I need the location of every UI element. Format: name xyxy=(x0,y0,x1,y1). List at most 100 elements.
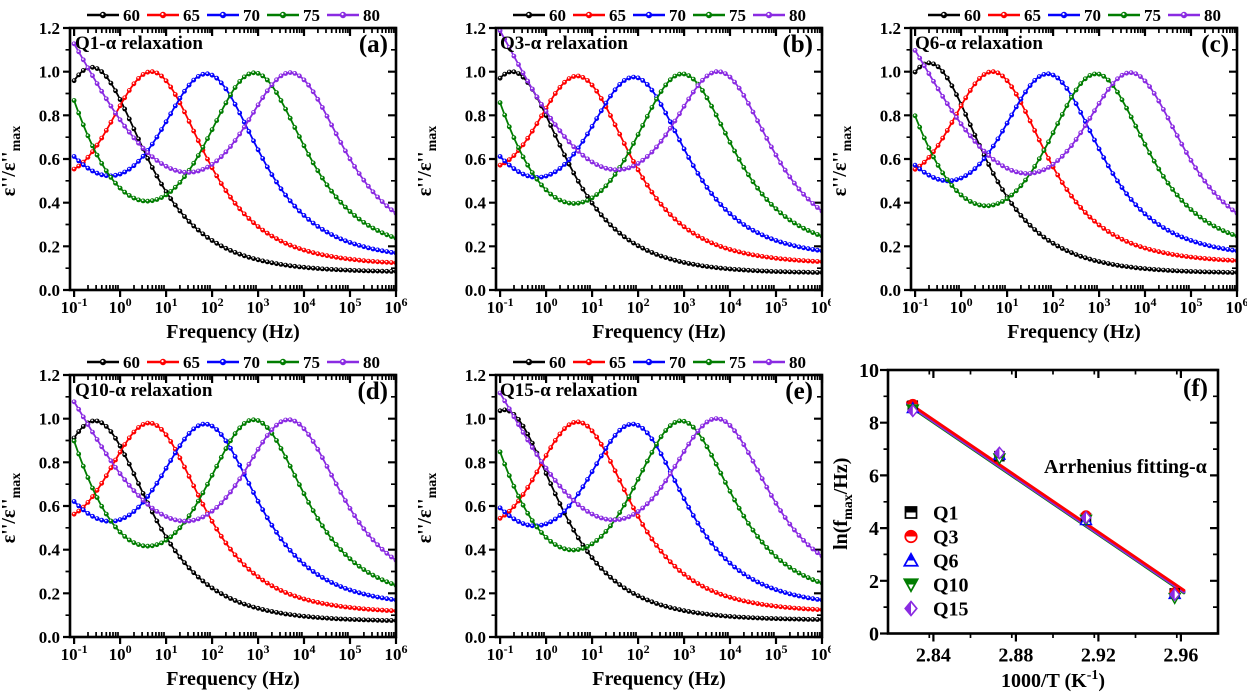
y-tick-label: 1.2 xyxy=(464,19,485,38)
minor-ticks xyxy=(491,28,822,290)
y-axis-title: ε''/ε''max xyxy=(0,472,24,543)
legend-label-65: 65 xyxy=(609,6,626,25)
x-axis-title: 1000/T (K-1) xyxy=(1001,668,1105,692)
x-tick-label: 100 xyxy=(534,295,557,317)
marker-circle xyxy=(904,529,918,543)
y-tick-label: 1.0 xyxy=(464,63,485,82)
y-tick-label: 0.2 xyxy=(464,584,485,603)
y-tick-label: 4 xyxy=(869,518,879,540)
curves xyxy=(497,29,821,275)
x-tick-label: 106 xyxy=(810,642,831,664)
x-tick-label: 103 xyxy=(247,295,270,317)
y-tick-label: 0.6 xyxy=(39,150,60,169)
x-axis-title: Frequency (Hz) xyxy=(1007,321,1141,343)
y-tick-label: 1.0 xyxy=(464,409,485,428)
plot-frame xyxy=(494,373,823,638)
minor-ticks xyxy=(883,369,1218,638)
minor-ticks xyxy=(65,374,396,637)
y-axis-title: ε''/ε''max xyxy=(416,126,440,197)
y-tick-label: 6 xyxy=(869,465,879,487)
legend-label-80: 80 xyxy=(363,353,380,372)
x-tick-label: 10-1 xyxy=(61,642,88,664)
series-65 xyxy=(71,69,395,265)
panel-a-label: (a) xyxy=(358,31,388,58)
plot-frame xyxy=(494,26,823,292)
y-tick-label: 0.2 xyxy=(39,237,60,256)
x-tick-label: 100 xyxy=(950,295,973,317)
x-tick-label: 104 xyxy=(718,642,741,664)
y-tick-label: 0.0 xyxy=(464,628,485,647)
x-tick-label: 105 xyxy=(764,642,787,664)
marker-square xyxy=(904,505,918,519)
x-tick-label: 102 xyxy=(201,295,224,317)
y-tick-label: 0.4 xyxy=(464,194,486,213)
x-tick-label: 10-1 xyxy=(486,295,513,317)
panel-f: 2.84 2.88 2.92 2.96 0 2 4 6 8 10 Q1 Q3 Q6 Q10 Q15 1000/… xyxy=(831,347,1247,693)
temperature-legend: 60 65 70 75 80 xyxy=(87,6,380,25)
x-tick-label: 101 xyxy=(580,642,603,664)
series-65 xyxy=(497,73,821,264)
legend-label-70: 70 xyxy=(243,353,260,372)
series-75 xyxy=(497,418,821,585)
y-tick-label: 0.4 xyxy=(39,194,61,213)
major-ticks xyxy=(63,373,398,644)
plot-frame xyxy=(68,373,398,638)
legend-label-75: 75 xyxy=(303,6,320,25)
y-tick-label: 0 xyxy=(869,623,879,645)
series-75 xyxy=(912,71,1236,239)
y-tick-label: 0.4 xyxy=(464,540,486,559)
x-tick-label: 102 xyxy=(626,642,649,664)
x-tick-label: 2.96 xyxy=(1163,644,1198,666)
y-tick-label: 0.6 xyxy=(880,150,901,169)
y-tick-label: 0.0 xyxy=(880,281,901,300)
x-tick-label: 105 xyxy=(339,295,362,317)
x-axis-title: Frequency (Hz) xyxy=(592,321,726,343)
legend-label-70: 70 xyxy=(1084,6,1101,25)
marker-diamond xyxy=(907,403,919,418)
curves xyxy=(71,41,395,274)
major-ticks xyxy=(488,373,823,644)
y-tick-label: 0.8 xyxy=(880,106,901,125)
x-tick-label: 102 xyxy=(201,642,224,664)
legend-label-60: 60 xyxy=(549,6,566,25)
series-80 xyxy=(71,398,395,562)
panel-e-title: Q15-α relaxation xyxy=(500,380,638,401)
x-tick-label: 103 xyxy=(1088,295,1111,317)
data-points xyxy=(906,398,1182,605)
y-tick-label: 1.2 xyxy=(39,366,60,385)
legend-label-70: 70 xyxy=(669,353,686,372)
x-axis-title: Frequency (Hz) xyxy=(166,321,300,343)
minor-ticks xyxy=(491,374,822,637)
y-tick-label: 0.4 xyxy=(39,540,61,559)
legend-label-60: 60 xyxy=(549,353,566,372)
panel-c: 10-1 100 101 102 103 104 105 106 0.0 0.2 0.4 0.6 0.8… xyxy=(831,0,1247,346)
panel-c-label: (c) xyxy=(1201,31,1229,58)
x-tick-label: 2.84 xyxy=(916,644,951,666)
series-65 xyxy=(912,69,1236,263)
minor-ticks xyxy=(906,28,1237,290)
curves xyxy=(71,398,395,623)
x-tick-label: 102 xyxy=(1042,295,1065,317)
x-tick-label: 2.92 xyxy=(1081,644,1116,666)
x-tick-label: 105 xyxy=(1180,295,1203,317)
x-tick-label: 100 xyxy=(109,295,132,317)
temperature-legend: 60 65 70 75 80 xyxy=(512,353,806,372)
series-80 xyxy=(71,41,395,216)
y-tick-label: 1.0 xyxy=(880,63,901,82)
series-80 xyxy=(497,390,821,558)
plot-frame xyxy=(68,26,398,292)
legend-label-75: 75 xyxy=(1144,6,1161,25)
x-axis-title: Frequency (Hz) xyxy=(166,668,300,690)
y-tick-label: 0.2 xyxy=(880,237,901,256)
x-tick-label: 106 xyxy=(385,295,408,317)
legend-label-60: 60 xyxy=(123,353,140,372)
legend-label-75: 75 xyxy=(729,6,746,25)
legend-label-75: 75 xyxy=(729,353,746,372)
x-tick-label: 106 xyxy=(810,295,831,317)
series-75 xyxy=(71,70,395,241)
legend-label-65: 65 xyxy=(183,353,200,372)
y-tick-label: 1.0 xyxy=(39,63,60,82)
series-65 xyxy=(497,419,821,612)
